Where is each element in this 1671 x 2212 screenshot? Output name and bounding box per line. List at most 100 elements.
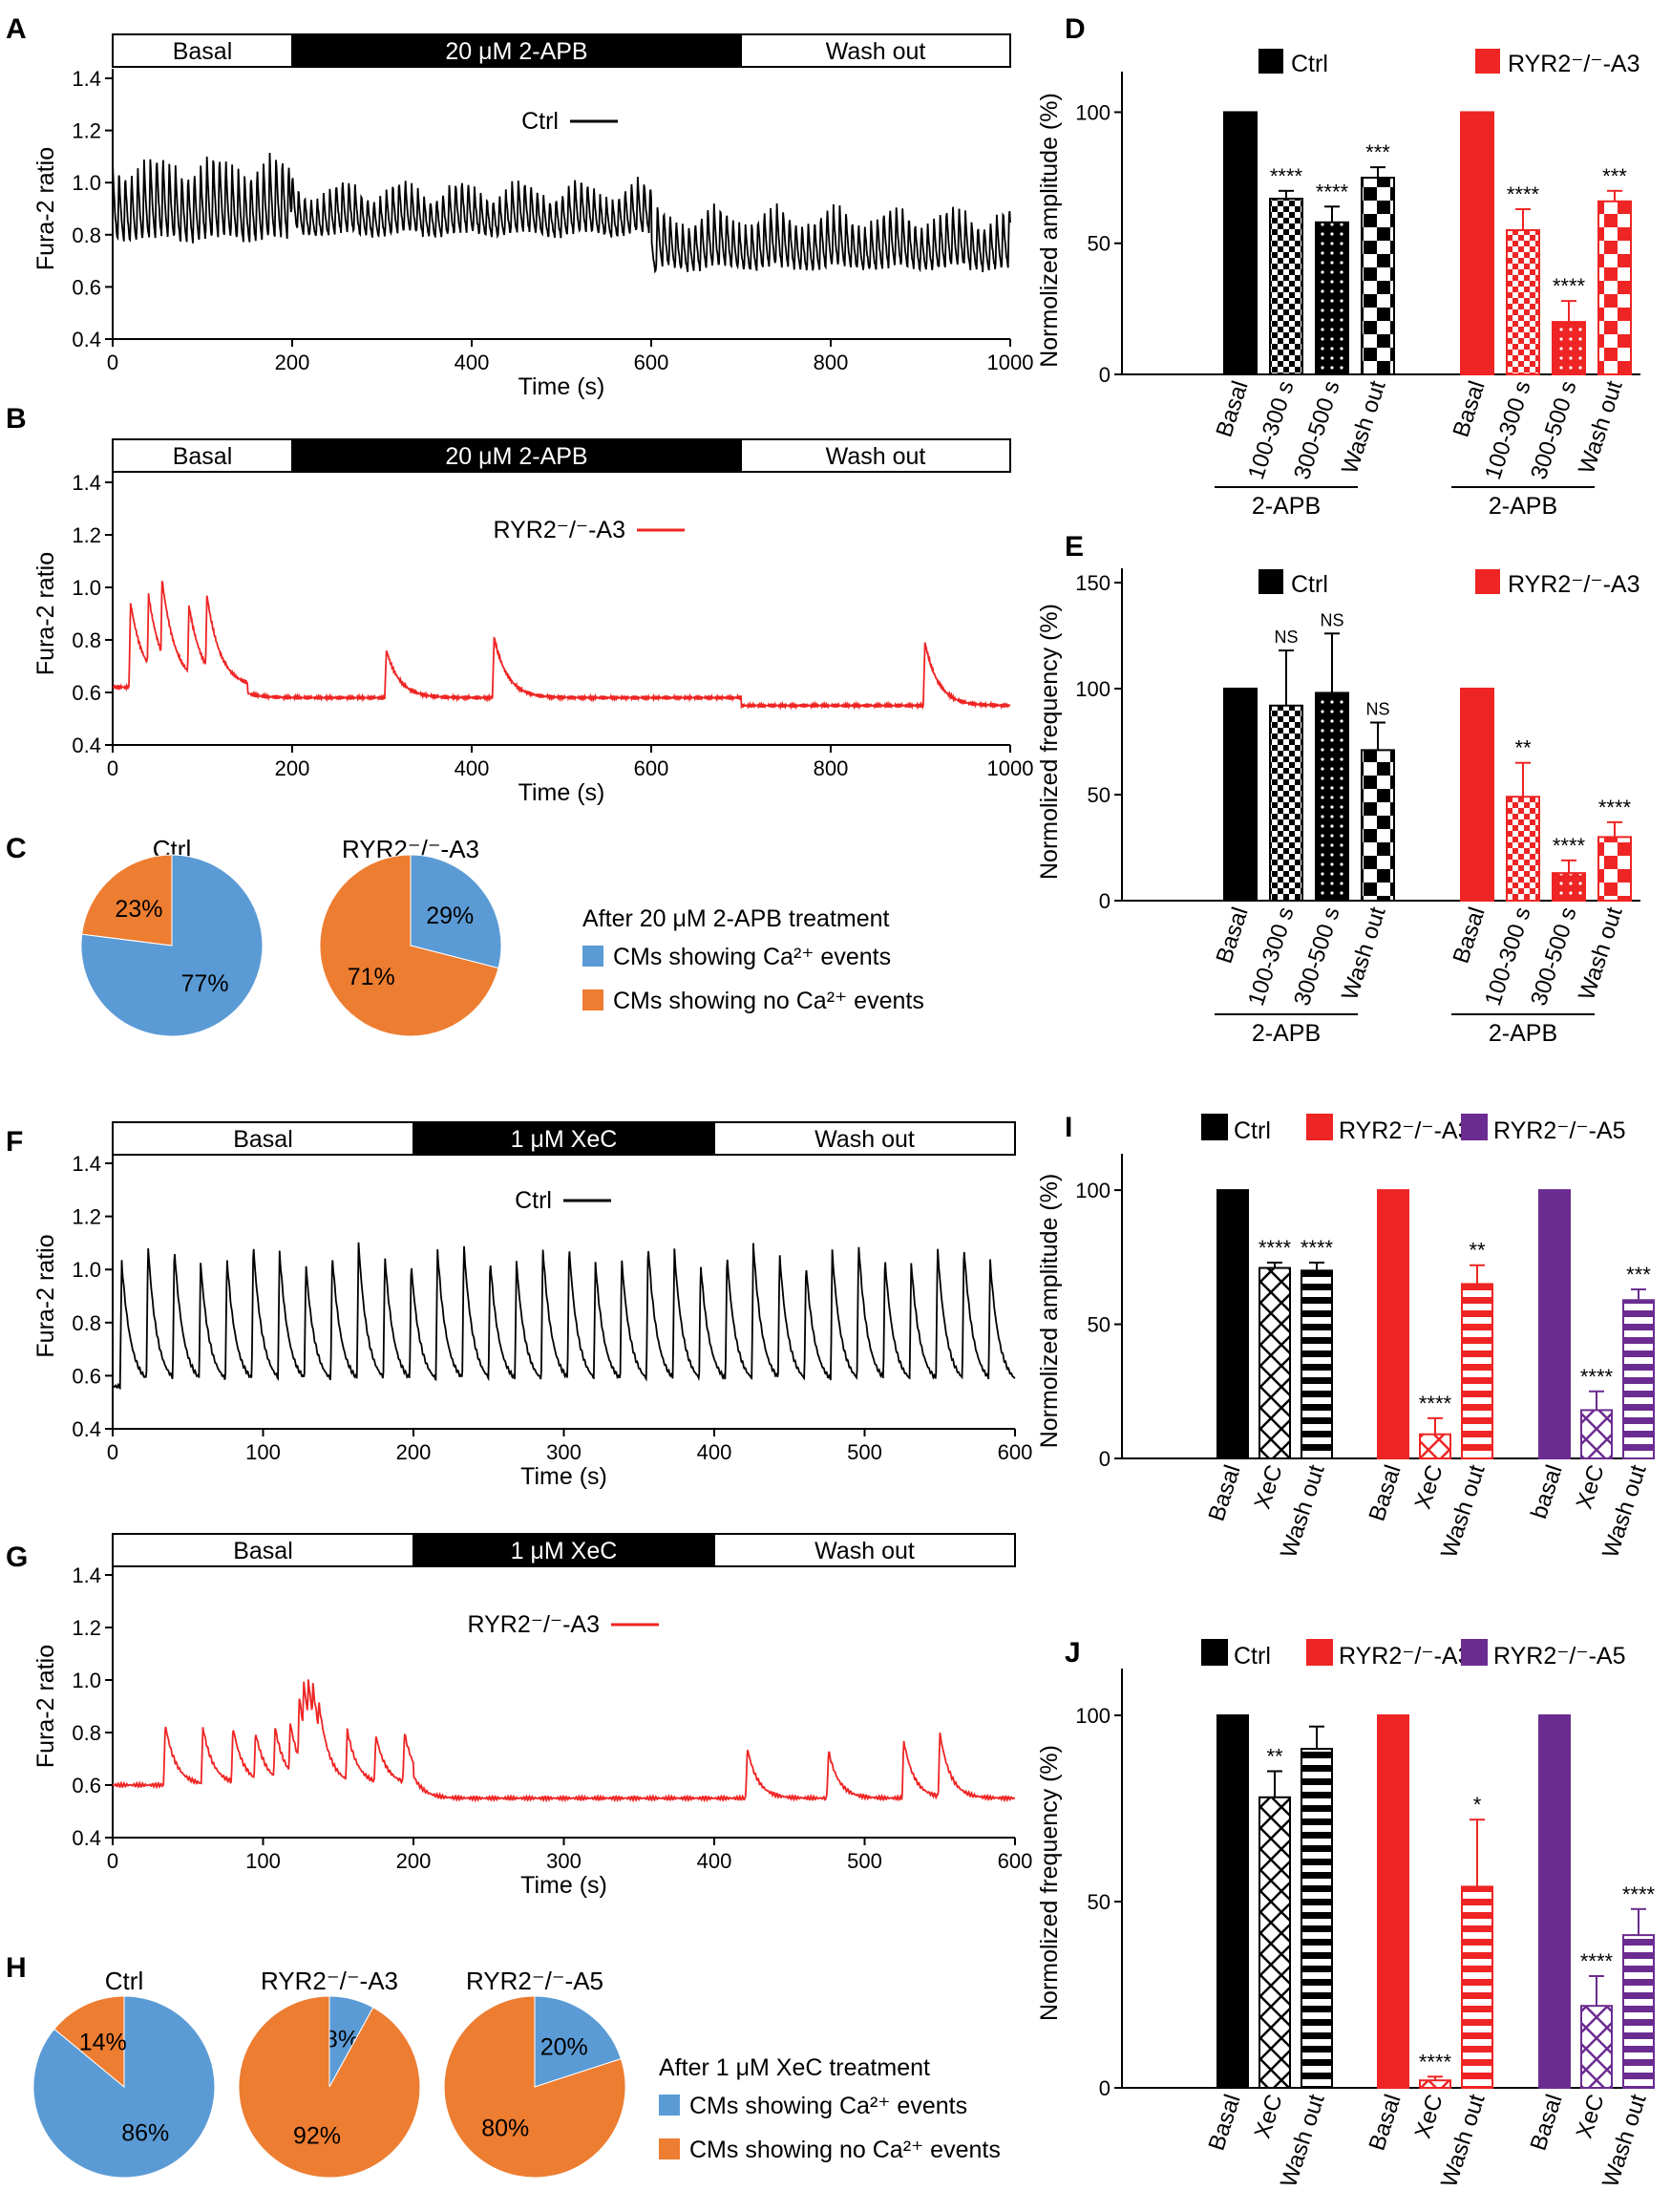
treatment-label: Wash out — [826, 443, 926, 470]
significance-label: NS — [1320, 610, 1343, 629]
y-tick-label: 150 — [1075, 571, 1110, 595]
x-tick-label: Wash out — [1337, 904, 1391, 1003]
panel-letter-i: I — [1065, 1112, 1072, 1143]
y-tick-label: 0 — [1099, 363, 1110, 387]
y-tick-label: 0.8 — [72, 1311, 101, 1335]
legend-swatch — [1259, 49, 1283, 74]
treatment-label: 20 μM 2-APB — [445, 443, 587, 470]
x-tick-label: 100 — [245, 1849, 281, 1873]
x-tick-label: 400 — [455, 351, 490, 374]
panel-letter-b: B — [6, 403, 27, 435]
y-tick-label: 0 — [1099, 2076, 1110, 2100]
x-tick-label: Basal — [1364, 2092, 1406, 2154]
legend-label: CMs showing no Ca²⁺ events — [689, 2137, 1001, 2163]
treatment-bar-2 — [740, 438, 1011, 473]
bar — [1361, 177, 1395, 375]
significance-label: **** — [1419, 1392, 1452, 1415]
bar — [1419, 2079, 1451, 2089]
legend-label: RYR2⁻/⁻-A3 — [1339, 1117, 1470, 1144]
bar — [1269, 704, 1303, 903]
pie-slice-label: 23% — [115, 896, 162, 923]
y-tick-label: 0.4 — [72, 734, 101, 757]
legend-label: CMs showing Ca²⁺ events — [689, 2093, 967, 2119]
significance-label: **** — [1301, 1236, 1334, 1260]
treatment-label: Basal — [233, 1126, 293, 1153]
legend-label: CMs showing no Ca²⁺ events — [613, 988, 924, 1014]
significance-label: **** — [1259, 1236, 1292, 1260]
pie-slice — [410, 854, 502, 969]
panel-letter-a: A — [6, 13, 27, 45]
x-tick-label: Basal — [1448, 378, 1490, 440]
x-tick-label: 800 — [814, 351, 849, 374]
treatment-label: Basal — [173, 38, 233, 65]
significance-label: NS — [1274, 627, 1298, 647]
x-tick-label: 1000 — [987, 351, 1034, 374]
y-axis-label: Fura-2 ratio — [32, 552, 59, 675]
significance-label: **** — [1622, 1882, 1656, 1906]
x-tick-label: XeC — [1572, 1462, 1610, 1513]
y-tick-label: 1.4 — [72, 1563, 101, 1587]
panel-a: Basal 20 μM 2-APB Wash out 0.4 0.6 0.8 1.0 1.2 1… — [32, 33, 1034, 400]
pie-slice — [53, 1995, 125, 2089]
treatment-label: Wash out — [826, 38, 926, 65]
significance-label: **** — [1507, 182, 1540, 206]
x-tick-label: XeC — [1572, 2092, 1610, 2142]
pie-title: Ctrl — [105, 1967, 143, 1995]
y-tick-label: 1.0 — [72, 171, 101, 195]
treatment-bar-1 — [412, 1533, 715, 1567]
x-tick-label: Wash out — [1337, 377, 1391, 477]
y-tick-label: 0.8 — [72, 223, 101, 247]
x-tick-label: XeC — [1410, 1462, 1449, 1513]
x-tick-label: 500 — [847, 1440, 882, 1464]
pie-slice-label: 80% — [481, 2115, 529, 2141]
significance-label: ** — [1266, 1745, 1283, 1769]
significance-label: **** — [1270, 164, 1303, 188]
y-axis-label: Normolized frequency (%) — [1036, 1745, 1063, 2021]
treatment-bar-2 — [713, 1533, 1016, 1567]
pie-title: RYR2⁻/⁻-A5 — [466, 1967, 603, 1995]
y-axis-label: Fura-2 ratio — [32, 1645, 59, 1768]
legend-label: RYR2⁻/⁻-A5 — [1493, 1117, 1625, 1144]
x-tick-label: 400 — [697, 1440, 732, 1464]
bar — [1597, 836, 1632, 903]
legend-swatch — [1306, 1639, 1333, 1666]
legend-title: After 1 μM XeC treatment — [659, 2054, 930, 2081]
panel-i: 0 50 100 Normolized amplitude (%) Ctrl Basal *… — [1036, 1114, 1655, 1561]
legend-swatch — [659, 2138, 680, 2159]
y-tick-label: 1.2 — [72, 1616, 101, 1640]
legend-swatch — [582, 946, 603, 967]
y-tick-label: 1.0 — [72, 1258, 101, 1282]
treatment-bar-0 — [112, 33, 293, 68]
legend-label: RYR2⁻/⁻-A3 — [468, 1611, 600, 1638]
pie-slice — [319, 854, 499, 1037]
pie-slice-label: 77% — [181, 970, 229, 997]
bar — [1269, 198, 1303, 375]
panel-e: 0 50 100 150 Normolized frequency (%) Ctrl Bas… — [1036, 568, 1640, 1047]
legend-label: CMs showing Ca²⁺ events — [613, 944, 891, 970]
trace-line — [112, 152, 1011, 274]
x-tick-label: 0 — [107, 756, 118, 780]
y-tick-label: 0 — [1099, 889, 1110, 913]
x-axis-label: Time (s) — [520, 1463, 607, 1490]
pie-slice-label: 71% — [348, 964, 395, 990]
bar — [1506, 796, 1540, 902]
treatment-bar-0 — [112, 1533, 414, 1567]
y-axis-label: Fura-2 ratio — [32, 1234, 59, 1357]
legend-swatch — [659, 2095, 680, 2116]
x-tick-label: basal — [1526, 1462, 1567, 1522]
y-tick-label: 0.6 — [72, 1774, 101, 1797]
panel-letter-f: F — [6, 1126, 23, 1158]
y-tick-label: 50 — [1088, 783, 1110, 807]
y-tick-label: 50 — [1088, 1313, 1110, 1337]
legend-label: Ctrl — [1291, 571, 1328, 598]
y-tick-label: 0.4 — [72, 1826, 101, 1850]
bar — [1461, 1283, 1493, 1459]
y-tick-label: 100 — [1075, 677, 1110, 701]
bar — [1622, 1299, 1655, 1460]
x-axis-label: Time (s) — [520, 1872, 607, 1899]
pie-slice-label: 14% — [79, 2030, 127, 2056]
bar — [1538, 1714, 1571, 2089]
bar — [1460, 111, 1494, 375]
